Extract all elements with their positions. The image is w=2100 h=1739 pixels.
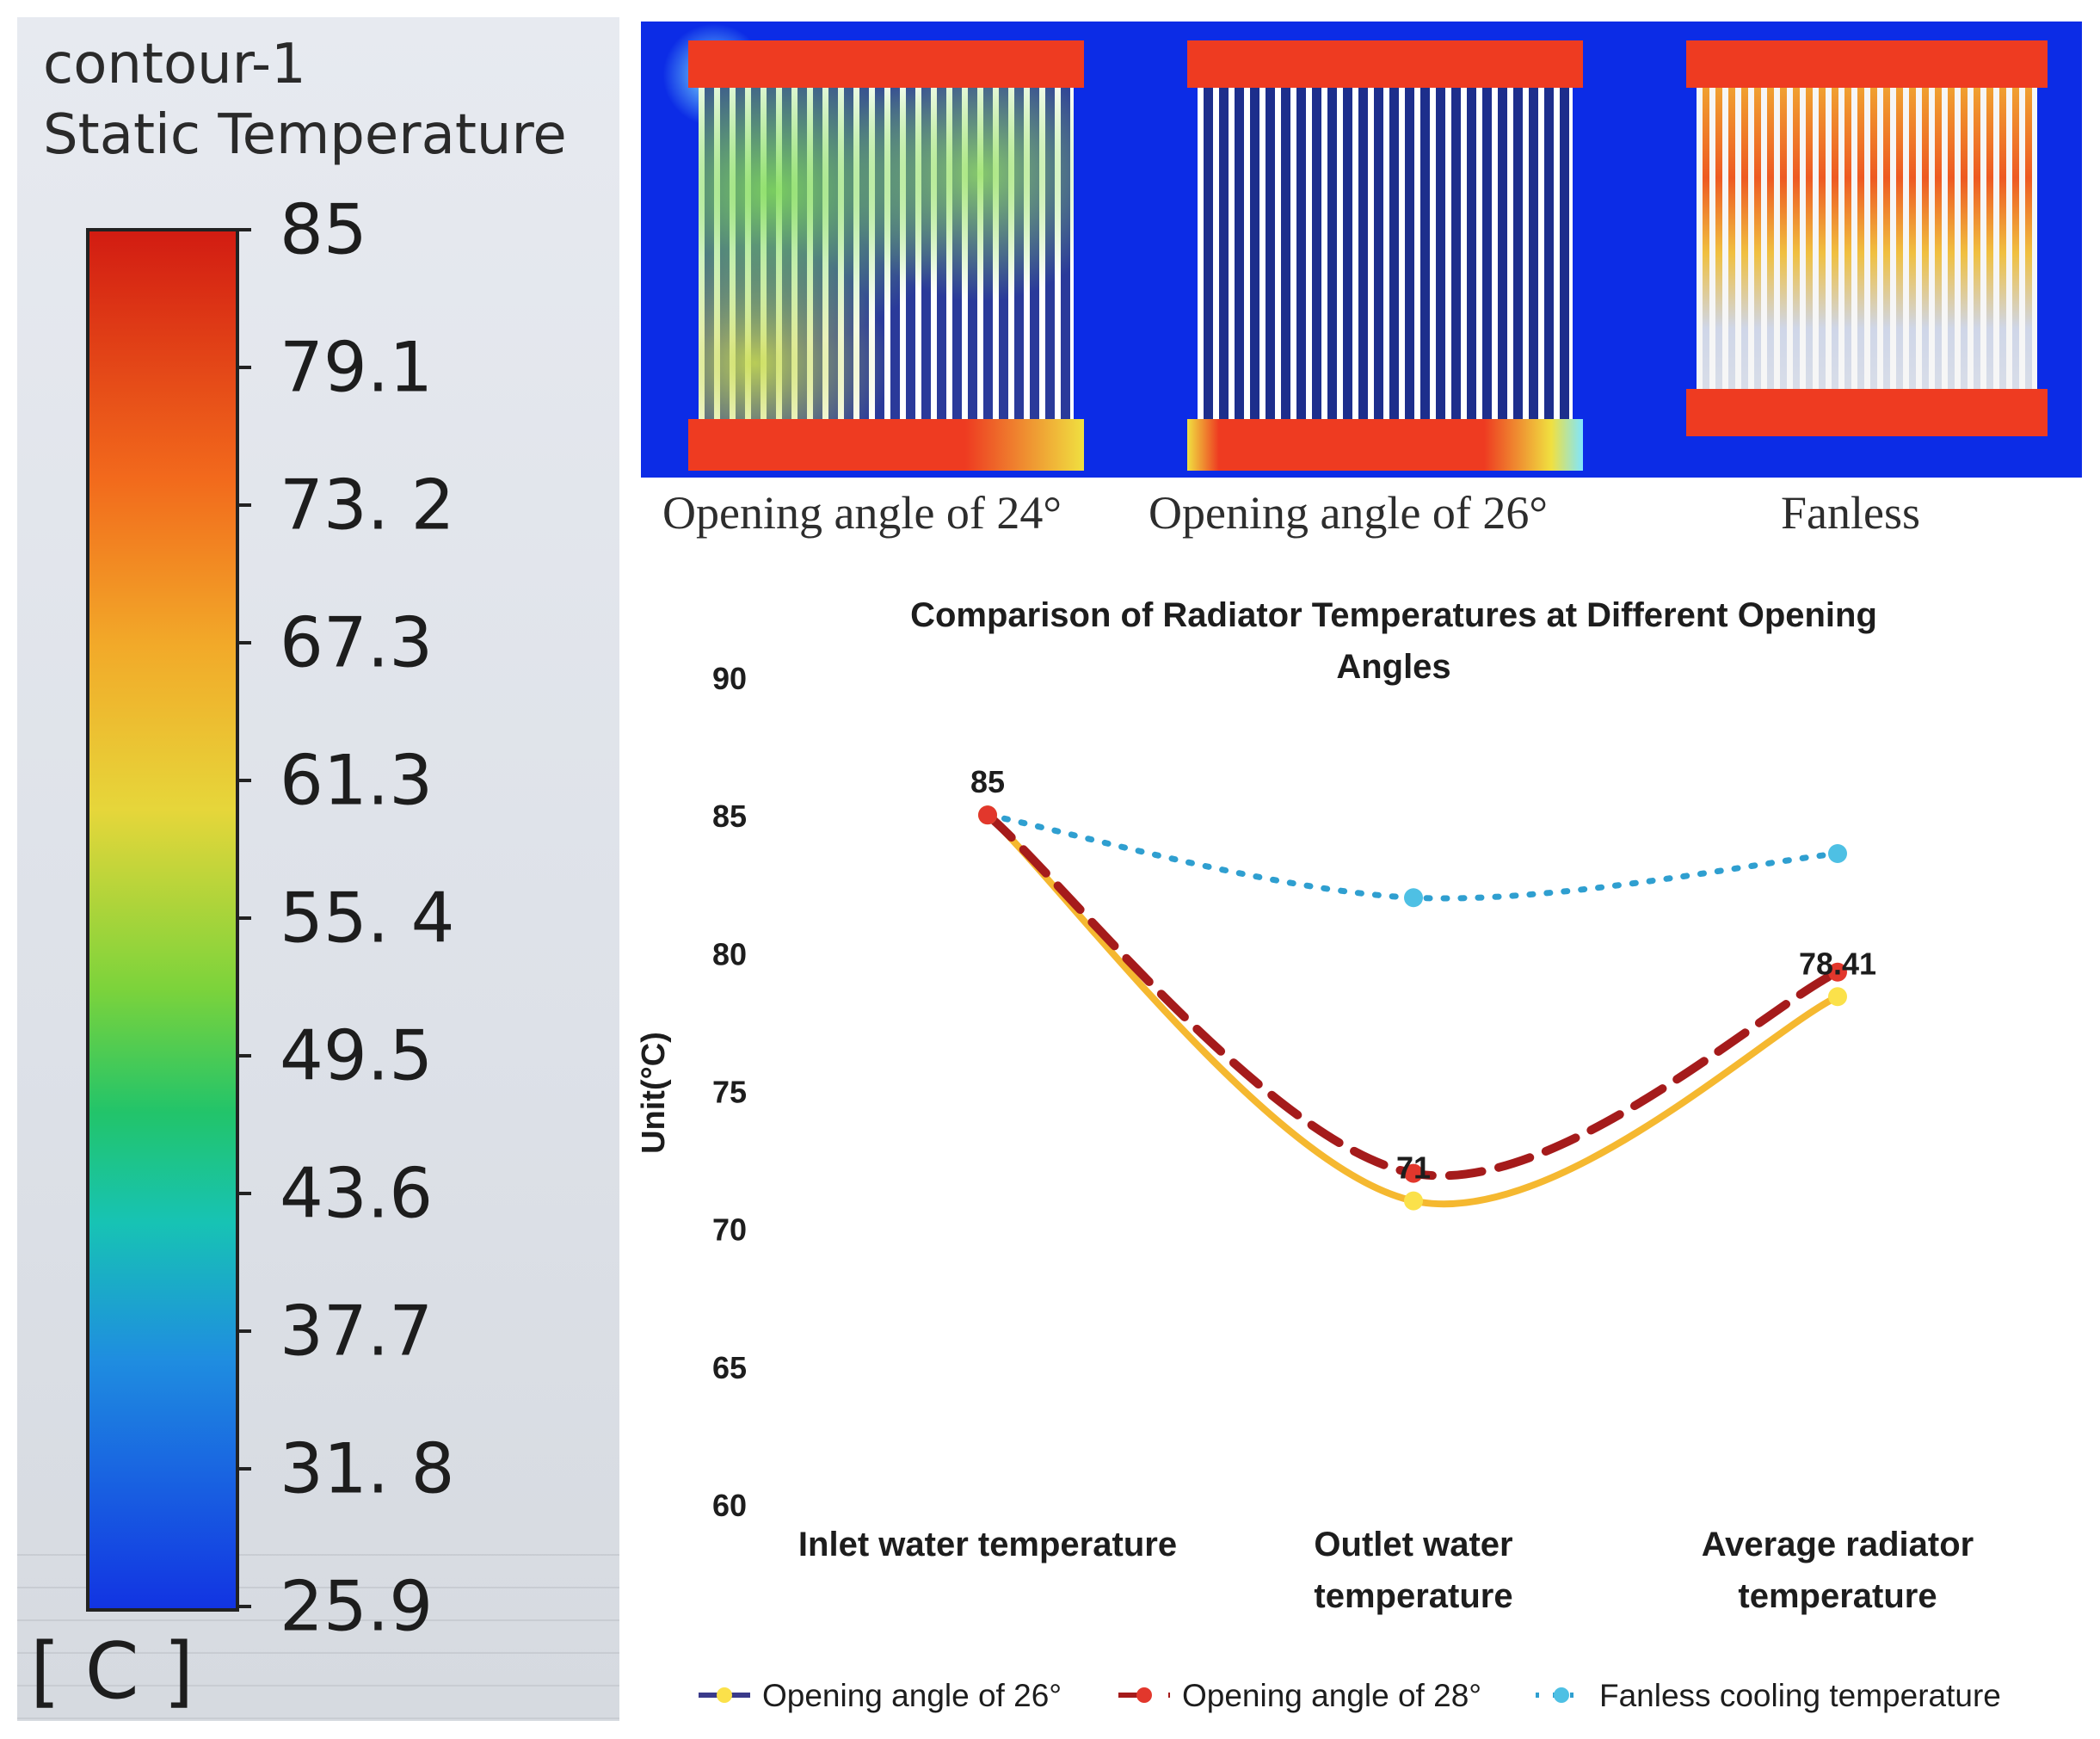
radiator-contour-26: [1187, 40, 1583, 471]
data-point: [1404, 888, 1423, 908]
series-points: [978, 805, 1847, 1211]
color-bar-tick-label: 85: [280, 189, 367, 270]
color-bar-tick-label: 37.7: [280, 1291, 434, 1372]
color-bar-tick-label: 49.5: [280, 1015, 434, 1096]
y-tick-label: 80: [712, 936, 747, 971]
color-bar-tick-mark: [236, 1054, 251, 1058]
color-bar-tick-label: 25.9: [280, 1566, 434, 1647]
x-category-label: Average radiator: [1702, 1526, 1974, 1563]
series-line: [984, 811, 1841, 902]
color-bar-tick-mark: [236, 503, 251, 507]
data-point: [1404, 1191, 1423, 1211]
color-bar: [86, 228, 239, 1612]
color-bar-tick-mark: [236, 916, 251, 920]
x-axis-categories: Inlet water temperature Outlet water tempe…: [798, 1526, 1974, 1615]
chart-title-line2: Angles: [1336, 648, 1451, 686]
y-tick-label: 90: [712, 661, 747, 696]
color-bar-tick-mark: [236, 1467, 251, 1471]
chart-legend: Opening angle of 26° Opening angle of 28°…: [699, 1678, 2001, 1713]
series-lines: [983, 811, 1842, 1208]
y-axis-label: Unit(°C): [636, 1032, 672, 1154]
x-category-label: Outlet water: [1314, 1526, 1512, 1563]
legend-label: Opening angle of 28°: [1182, 1678, 1481, 1713]
color-bar-tick-mark: [236, 779, 251, 782]
x-category-label: Inlet water temperature: [798, 1526, 1177, 1563]
data-point: [1828, 844, 1847, 864]
caption-opening-26: Opening angle of 26°: [1149, 487, 1548, 539]
color-bar-tick-mark: [236, 1329, 251, 1333]
series-line: [983, 811, 1842, 1181]
caption-fanless: Fanless: [1781, 487, 1920, 539]
y-axis-ticks: 90 85 80 75 70 65 60: [712, 661, 747, 1523]
color-bar-tick-label: 79.1: [280, 327, 434, 408]
x-category-label: temperature: [1314, 1577, 1512, 1615]
legend-title-quantity: Static Temperature: [43, 103, 567, 167]
color-scale-panel: contour-1 Static Temperature 85 79.1 73. 2…: [17, 17, 619, 1721]
data-point: [1404, 1163, 1423, 1183]
color-bar-tick-label: 31. 8: [280, 1428, 455, 1509]
y-tick-label: 60: [712, 1488, 747, 1523]
data-label: 71: [1396, 1150, 1431, 1186]
color-bar-tick-label: 67.3: [280, 602, 434, 683]
radiator-contour-24: [662, 23, 1084, 471]
legend-swatch-marker: [1554, 1687, 1569, 1703]
color-bar-tick-mark: [236, 366, 251, 369]
color-bar-tick-mark: [236, 641, 251, 644]
color-bar-tick-label: 73. 2: [280, 465, 455, 546]
legend-label: Opening angle of 26°: [762, 1678, 1062, 1713]
series-line: [984, 811, 1841, 1208]
data-point: [978, 805, 997, 825]
y-tick-label: 70: [712, 1212, 747, 1248]
color-bar-tick-mark: [236, 1192, 251, 1195]
color-bar-tick-mark: [236, 1605, 251, 1608]
data-point: [1828, 962, 1847, 982]
color-bar-tick-label: 55. 4: [280, 878, 455, 959]
data-label: 85: [970, 764, 1005, 799]
legend-title-contour: contour-1: [43, 33, 306, 96]
data-label: 78.41: [1799, 946, 1876, 981]
color-bar-tick-mark: [236, 228, 251, 231]
color-bar-tick-label: 43.6: [280, 1153, 434, 1234]
unit-label: [ C ]: [30, 1626, 194, 1717]
chart-title-line1: Comparison of Radiator Temperatures at D…: [910, 596, 1877, 634]
caption-opening-24: Opening angle of 24°: [662, 487, 1062, 539]
y-tick-label: 65: [712, 1350, 747, 1385]
radiator-contour-fanless: [1686, 40, 2048, 436]
legend-swatch-marker: [1136, 1687, 1152, 1703]
data-labels: 85 71 78.41: [970, 764, 1876, 1185]
legend-label: Fanless cooling temperature: [1599, 1678, 2001, 1713]
contour-image-strip: [641, 22, 2082, 478]
x-category-label: temperature: [1738, 1577, 1937, 1615]
color-bar-tick-label: 61.3: [280, 740, 434, 821]
y-tick-label: 75: [712, 1075, 747, 1110]
data-point: [1828, 987, 1847, 1007]
legend-swatch-marker: [717, 1687, 732, 1703]
line-chart: 90 85 80 75 70 65 60 Unit(°C) Inlet water temp…: [636, 661, 2001, 1713]
y-tick-label: 85: [712, 799, 747, 834]
